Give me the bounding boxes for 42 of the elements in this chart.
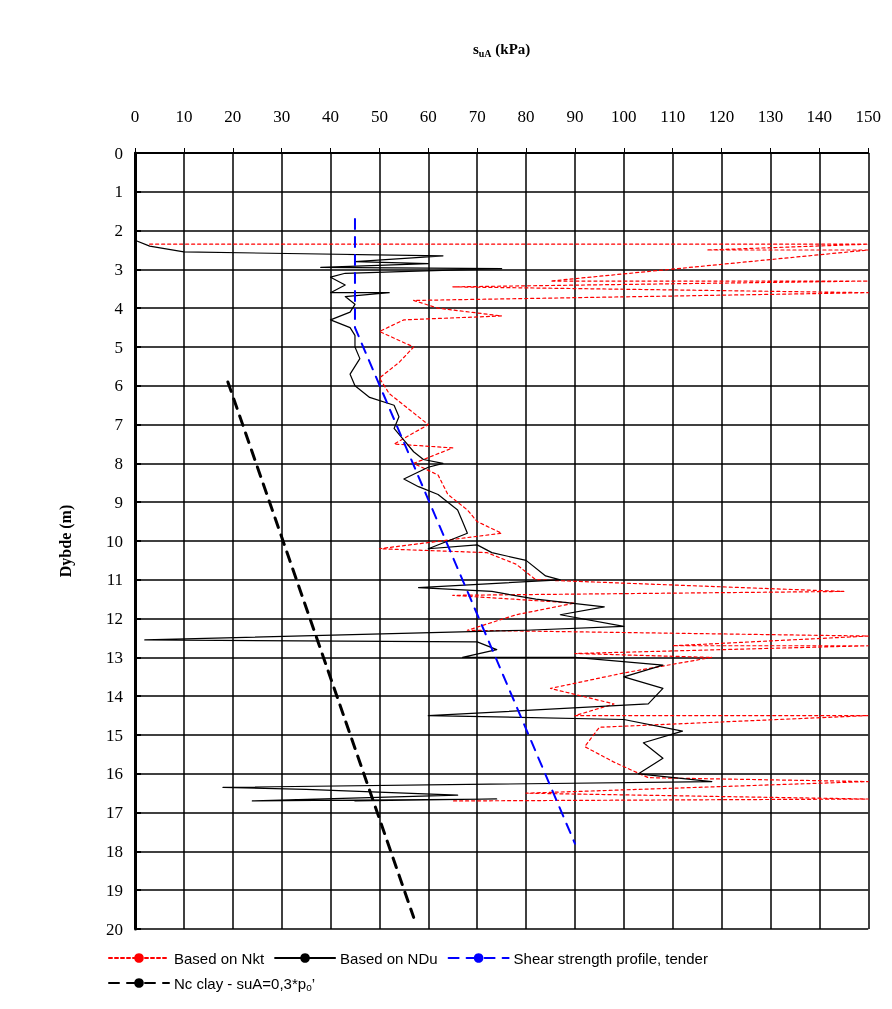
x-tick-label: 80 [517, 107, 535, 126]
y-tick-label: 4 [114, 298, 124, 318]
y-tick-label: 9 [114, 492, 123, 512]
y-tick-label: 14 [106, 686, 124, 706]
y-tick-label: 13 [106, 647, 123, 667]
y-tick-label: 7 [114, 415, 124, 435]
y-tick-label: 2 [114, 221, 123, 241]
x-tick-label: 40 [322, 107, 340, 126]
y-tick-label: 6 [114, 376, 123, 396]
y-tick-label: 20 [106, 919, 123, 939]
legend-label: Based on Nkt [174, 949, 265, 967]
y-tick-label: 3 [114, 259, 123, 279]
legend-label: Based on NDu [340, 949, 438, 967]
x-tick-label: 110 [660, 107, 686, 126]
y-tick-label: 10 [106, 531, 123, 551]
x-tick-label: 120 [708, 107, 735, 126]
y-tick-label: 18 [106, 841, 123, 861]
x-tick-label: 140 [806, 107, 833, 126]
y-tick-label: 17 [106, 803, 124, 823]
x-tick-label: 60 [419, 107, 437, 126]
line-series [149, 243, 869, 802]
y-tick-label: 15 [106, 725, 123, 745]
y-tick-label: 11 [106, 570, 123, 590]
y-tick-label: 8 [114, 453, 123, 473]
x-tick-label: 50 [370, 107, 388, 126]
x-tick-label: 150 [855, 107, 881, 126]
y-tick-label: 5 [114, 337, 123, 357]
x-tick-label: 30 [273, 107, 291, 126]
y-tick-label: 16 [106, 764, 123, 784]
y-axis-title: Dybde (m) [56, 504, 75, 578]
x-tick-label: 100 [611, 107, 637, 126]
y-tick-label: 0 [114, 143, 123, 163]
x-tick-label: 20 [224, 107, 242, 126]
y-tick-label: 1 [114, 182, 123, 202]
x-tick-label: 10 [175, 107, 193, 126]
x-tick-label: 130 [757, 107, 784, 126]
legend-label: Shear strength profile, tender [513, 949, 708, 967]
x-tick-label: 90 [566, 107, 584, 126]
x-tick-label: 0 [130, 107, 140, 126]
y-tick-label: 19 [106, 880, 123, 900]
y-tick-label: 12 [106, 609, 123, 629]
x-tick-label: 70 [468, 107, 486, 126]
